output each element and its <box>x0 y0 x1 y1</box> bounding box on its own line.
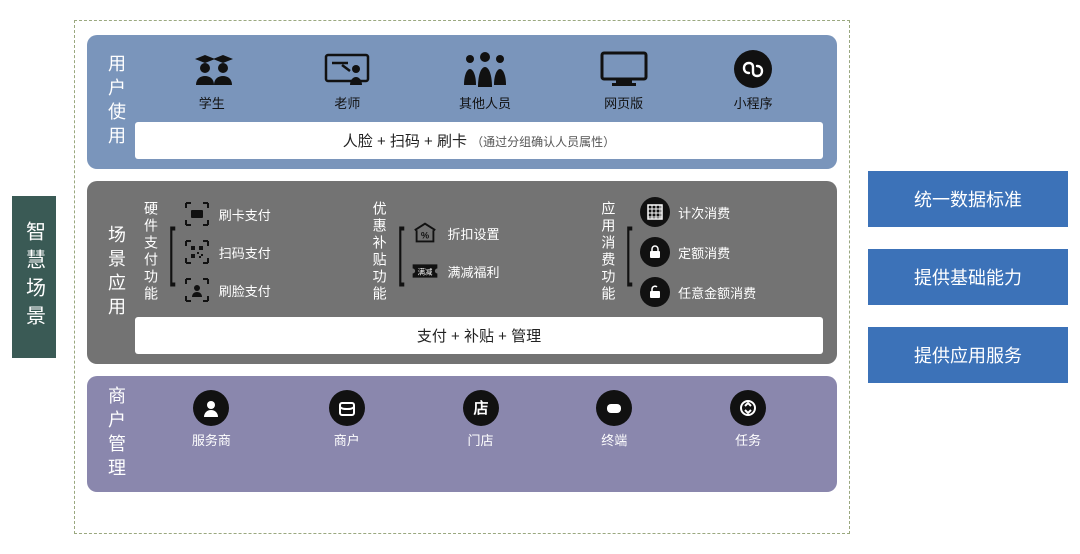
user-icon-row: 学生 老师 <box>135 45 823 114</box>
qr-scan-icon <box>183 238 211 266</box>
unlock-icon <box>640 277 670 307</box>
lock-icon <box>640 237 670 267</box>
scene-item: % 折扣设置 <box>411 219 499 247</box>
scene-item-label: 扫码支付 <box>219 243 271 262</box>
group-items: 刷卡支付 扫码支付 刷脸支付 <box>183 200 271 304</box>
discount-icon: % <box>411 219 439 247</box>
panel-scene-body: 硬件支付功能 [ 刷卡支付 扫码支付 刷脸支付 <box>135 191 823 354</box>
face-scan-icon <box>183 276 211 304</box>
task-icon <box>730 390 766 426</box>
svg-text:满减: 满减 <box>418 266 433 276</box>
right-btn-label: 提供应用服务 <box>914 346 1022 366</box>
user-item-label: 网页版 <box>604 93 643 112</box>
group-title: 应用消费功能 <box>598 201 618 303</box>
bracket-icon: [ <box>168 223 175 281</box>
scene-groups: 硬件支付功能 [ 刷卡支付 扫码支付 刷脸支付 <box>135 191 823 309</box>
merchant-icon <box>329 390 365 426</box>
scene-item-label: 刷脸支付 <box>219 281 271 300</box>
card-scan-icon <box>183 200 211 228</box>
group-consume: 应用消费功能 [ 计次消费 定额消费 任意金额消费 <box>598 197 817 307</box>
bracket-icon: [ <box>397 223 404 281</box>
user-item-label: 小程序 <box>734 93 773 112</box>
merchant-item-label: 商户 <box>334 430 360 449</box>
bracket-icon: [ <box>626 223 633 281</box>
scene-bar: 支付 + 补贴 + 管理 <box>135 317 823 354</box>
right-column: 统一数据标准 提供基础能力 提供应用服务 <box>868 171 1068 383</box>
merchant-item-task: 任务 <box>730 390 766 449</box>
store-icon: 店 <box>463 390 499 426</box>
merchant-item-terminal: 终端 <box>596 390 632 449</box>
panel-scene-label-text: 场景应用 <box>103 225 129 321</box>
right-btn-service: 提供应用服务 <box>868 327 1068 383</box>
scene-item-label: 刷卡支付 <box>219 205 271 224</box>
group-items: % 折扣设置 满减 满减福利 <box>411 219 499 285</box>
group-title: 优惠补贴功能 <box>370 201 390 303</box>
panel-user-label: 用户使用 <box>97 45 135 159</box>
scene-item: 任意金额消费 <box>640 277 756 307</box>
merchant-item-label: 门店 <box>467 430 493 449</box>
panel-merchant-body: 服务商 商户 店 门店 终端 任务 <box>135 386 823 482</box>
provider-icon <box>193 390 229 426</box>
scene-item-label: 计次消费 <box>678 203 730 222</box>
students-icon <box>185 51 239 89</box>
scene-item-label: 折扣设置 <box>447 224 499 243</box>
user-item-web: 网页版 <box>598 49 650 112</box>
user-bar-main: 人脸 + 扫码 + 刷卡 <box>343 133 467 150</box>
scene-item: 定额消费 <box>640 237 756 267</box>
merchant-item-label: 服务商 <box>192 430 231 449</box>
scene-bar-main: 支付 + 补贴 + 管理 <box>417 328 541 345</box>
count-icon <box>640 197 670 227</box>
merchant-item-label: 终端 <box>601 430 627 449</box>
user-item-miniprogram: 小程序 <box>733 49 773 112</box>
panel-scene-label: 场景应用 <box>97 191 135 354</box>
monitor-icon <box>598 49 650 89</box>
center-container: 用户使用 学生 <box>74 20 850 534</box>
merchant-item-provider: 服务商 <box>192 390 231 449</box>
user-bar-sub: （通过分组确认人员属性） <box>471 135 615 149</box>
merchant-item-label: 任务 <box>735 430 761 449</box>
panel-scene: 场景应用 硬件支付功能 [ 刷卡支付 扫码支付 <box>87 181 837 364</box>
group-hardware-payment: 硬件支付功能 [ 刷卡支付 扫码支付 刷脸支付 <box>141 197 360 307</box>
miniprogram-icon <box>733 49 773 89</box>
user-item-teacher: 老师 <box>322 51 372 112</box>
people-icon <box>456 49 514 89</box>
user-item-others: 其他人员 <box>456 49 514 112</box>
panel-user-body: 学生 老师 <box>135 45 823 159</box>
merchant-item-merchant: 商户 <box>329 390 365 449</box>
scene-item: 刷卡支付 <box>183 200 271 228</box>
user-item-label: 学生 <box>199 93 225 112</box>
user-item-label: 老师 <box>334 93 360 112</box>
svg-text:店: 店 <box>473 399 488 417</box>
panel-merchant: 商户管理 服务商 商户 店 门店 终端 <box>87 376 837 492</box>
scene-item: 刷脸支付 <box>183 276 271 304</box>
right-btn-label: 提供基础能力 <box>914 268 1022 288</box>
terminal-icon <box>596 390 632 426</box>
group-title: 硬件支付功能 <box>141 201 161 303</box>
user-item-label: 其他人员 <box>459 93 511 112</box>
right-btn-data-standard: 统一数据标准 <box>868 171 1068 227</box>
scene-item: 计次消费 <box>640 197 756 227</box>
panel-user: 用户使用 学生 <box>87 35 837 169</box>
left-title: 智慧场景 <box>12 196 56 358</box>
merchant-item-store: 店 门店 <box>463 390 499 449</box>
user-bar: 人脸 + 扫码 + 刷卡 （通过分组确认人员属性） <box>135 122 823 159</box>
scene-item-label: 任意金额消费 <box>678 283 756 302</box>
coupon-icon: 满减 <box>411 257 439 285</box>
scene-item-label: 定额消费 <box>678 243 730 262</box>
user-item-student: 学生 <box>185 51 239 112</box>
scene-item: 满减 满减福利 <box>411 257 499 285</box>
panel-merchant-label: 商户管理 <box>97 386 135 482</box>
merchant-icon-row: 服务商 商户 店 门店 终端 任务 <box>135 386 823 451</box>
right-btn-capability: 提供基础能力 <box>868 249 1068 305</box>
left-title-text: 智慧场景 <box>20 221 49 333</box>
teacher-icon <box>322 51 372 89</box>
scene-item: 扫码支付 <box>183 238 271 266</box>
group-items: 计次消费 定额消费 任意金额消费 <box>640 197 756 307</box>
panel-user-label-text: 用户使用 <box>103 54 129 150</box>
group-discount: 优惠补贴功能 [ % 折扣设置 满减 满减福利 <box>370 197 589 307</box>
right-btn-label: 统一数据标准 <box>914 190 1022 210</box>
panel-merchant-label-text: 商户管理 <box>103 386 129 482</box>
svg-text:%: % <box>421 231 430 241</box>
scene-item-label: 满减福利 <box>447 262 499 281</box>
